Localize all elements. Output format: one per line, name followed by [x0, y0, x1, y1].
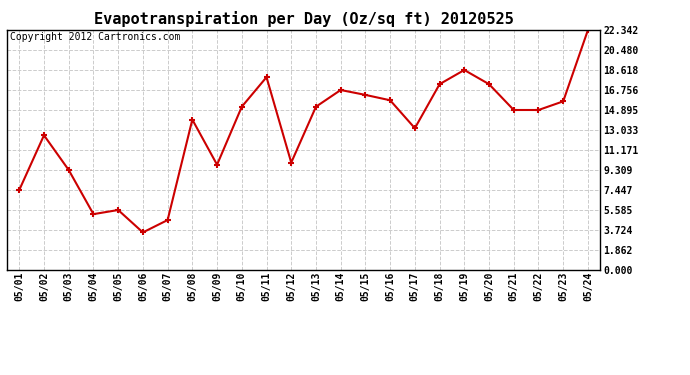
Title: Evapotranspiration per Day (Oz/sq ft) 20120525: Evapotranspiration per Day (Oz/sq ft) 20… — [94, 12, 513, 27]
Text: Copyright 2012 Cartronics.com: Copyright 2012 Cartronics.com — [10, 32, 180, 42]
